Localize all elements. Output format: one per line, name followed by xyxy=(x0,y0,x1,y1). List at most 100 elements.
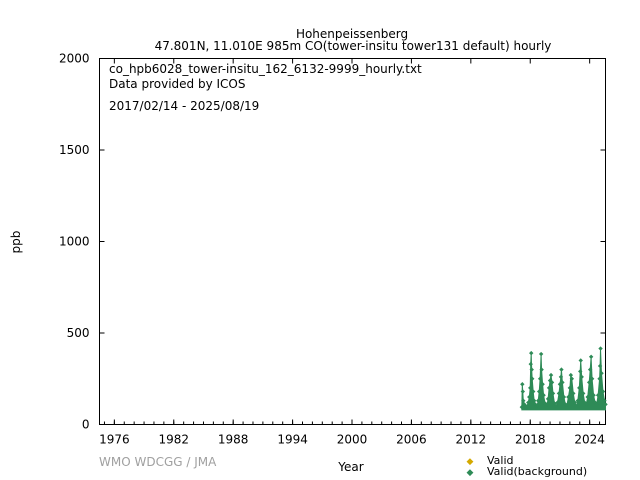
data-point xyxy=(525,404,530,409)
data-point xyxy=(597,363,603,369)
data-point xyxy=(567,385,573,391)
legend-label-valid-background: Valid(background) xyxy=(487,465,587,478)
data-point xyxy=(598,346,603,351)
chart-title: Hohenpeissenberg xyxy=(296,27,408,41)
data-point xyxy=(546,385,552,391)
y-axis: 0 500 1000 1500 2000 xyxy=(59,52,606,432)
data-point xyxy=(557,382,563,387)
data-point xyxy=(535,398,541,403)
data-point xyxy=(527,394,532,400)
x-tick-label: 1976 xyxy=(99,433,130,447)
data-point xyxy=(536,389,542,394)
data-point xyxy=(553,404,559,409)
data-point xyxy=(520,389,526,394)
data-point xyxy=(544,402,550,407)
data-point xyxy=(602,398,607,403)
data-point xyxy=(595,393,601,398)
y-tick-label: 0 xyxy=(82,418,90,432)
data-point xyxy=(526,400,531,405)
data-point xyxy=(548,372,554,378)
legend: ◆ Valid ◆ Valid(background) xyxy=(467,454,588,478)
y-tick-label: 1000 xyxy=(59,235,90,249)
info-period: 2017/02/14 - 2025/08/19 xyxy=(109,99,259,113)
data-point xyxy=(575,398,580,403)
data-point xyxy=(586,380,592,385)
data-point xyxy=(530,376,535,381)
x-tick-label: 1982 xyxy=(158,433,189,447)
x-tick-label: 2018 xyxy=(515,433,546,447)
x-tick-label: 2000 xyxy=(337,433,368,447)
data-point xyxy=(578,358,583,363)
data-point xyxy=(542,401,548,406)
data-point xyxy=(549,380,555,385)
y-tick-label: 1500 xyxy=(59,143,90,157)
x-tick-label: 1994 xyxy=(277,433,308,447)
x-tick-label: 2006 xyxy=(396,433,427,447)
data-point xyxy=(520,382,525,387)
data-point xyxy=(529,350,534,356)
data-point xyxy=(537,376,543,381)
x-axis: 1976 1982 1988 1994 2000 2006 2012 2018 2024 xyxy=(99,58,605,447)
data-point xyxy=(558,374,564,380)
data-point xyxy=(587,367,593,372)
data-point xyxy=(574,404,579,409)
info-provider: Data provided by ICOS xyxy=(109,77,245,91)
data-point xyxy=(528,385,533,391)
chart-subtitle: 47.801N, 11.010E 985m CO(tower-insitu to… xyxy=(155,39,552,53)
info-filename: co_hpb6028_tower-insitu_162_6132-9999_ho… xyxy=(109,62,422,76)
data-point xyxy=(541,393,546,398)
data-point xyxy=(538,351,544,357)
data-point xyxy=(550,391,556,396)
data-point xyxy=(581,391,586,396)
data-point xyxy=(600,389,606,394)
data-point xyxy=(528,361,533,367)
data-point xyxy=(571,391,576,396)
x-axis-label: Year xyxy=(337,460,363,474)
data-point xyxy=(603,402,608,407)
data-point xyxy=(532,398,537,403)
data-point xyxy=(588,354,594,359)
data-point xyxy=(521,398,526,403)
data-point xyxy=(591,393,596,398)
data-point xyxy=(592,400,598,405)
legend-marker-valid-background: ◆ xyxy=(467,468,474,478)
data-series xyxy=(519,346,608,411)
data-point xyxy=(579,374,584,380)
data-point xyxy=(577,385,582,391)
data-point xyxy=(568,372,574,378)
data-point xyxy=(594,402,599,407)
data-point xyxy=(534,403,540,408)
data-point xyxy=(543,404,549,409)
data-point xyxy=(560,380,565,385)
data-point xyxy=(583,402,589,407)
y-tick-label: 2000 xyxy=(59,52,90,66)
x-tick-label: 1988 xyxy=(218,433,249,447)
data-point xyxy=(597,376,602,381)
data-point xyxy=(599,371,604,376)
x-tick-label: 2024 xyxy=(574,433,605,447)
legend-marker-valid: ◆ xyxy=(467,457,474,467)
data-point xyxy=(529,367,534,372)
data-point xyxy=(585,394,590,400)
data-point xyxy=(545,396,551,402)
data-point xyxy=(519,404,525,410)
data-point xyxy=(555,400,560,405)
data-point xyxy=(569,376,575,381)
watermark: WMO WDCGG / JMA xyxy=(99,455,217,469)
legend-label-valid: Valid xyxy=(487,454,514,467)
data-point xyxy=(540,382,545,387)
data-point xyxy=(566,394,571,400)
data-point xyxy=(559,367,564,372)
y-axis-label: ppb xyxy=(9,231,23,254)
data-point xyxy=(589,376,595,381)
data-point xyxy=(572,400,578,405)
data-point xyxy=(561,394,567,400)
data-point xyxy=(539,367,544,372)
y-tick-label: 500 xyxy=(67,326,90,340)
data-point xyxy=(556,391,562,396)
data-point xyxy=(578,369,583,374)
data-point xyxy=(564,403,570,408)
data-point xyxy=(531,389,536,394)
x-tick-label: 2012 xyxy=(456,433,487,447)
